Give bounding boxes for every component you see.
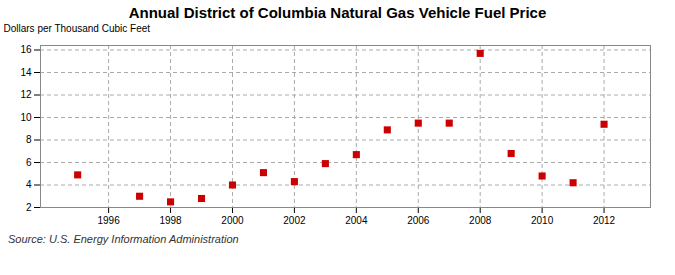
html-text:Annual District of Columbia Na: Annual District of Columbia Natural Gas … [128, 4, 547, 21]
svg-text:10: 10 [20, 112, 32, 123]
svg-text:12: 12 [20, 89, 32, 100]
svg-text:16: 16 [20, 44, 32, 55]
svg-text:1998: 1998 [159, 215, 182, 226]
svg-text:14: 14 [20, 67, 32, 78]
svg-text:2004: 2004 [345, 215, 368, 226]
svg-text:2: 2 [26, 202, 32, 213]
svg-text:2010: 2010 [531, 215, 554, 226]
svg-text:2012: 2012 [593, 215, 616, 226]
svg-text:2006: 2006 [407, 215, 430, 226]
svg-text:2000: 2000 [221, 215, 244, 226]
svg-text:1996: 1996 [97, 215, 120, 226]
svg-text:6: 6 [26, 157, 32, 168]
svg-text:2008: 2008 [469, 215, 492, 226]
svg-text:2002: 2002 [283, 215, 306, 226]
html-text:Source: U.S. Energy Informatio: Source: U.S. Energy Information Administ… [8, 233, 239, 245]
svg-text:4: 4 [26, 179, 32, 190]
svg-text:8: 8 [26, 134, 32, 145]
svg-text:Dollars per Thousand Cubic Fee: Dollars per Thousand Cubic Feet [4, 23, 151, 34]
